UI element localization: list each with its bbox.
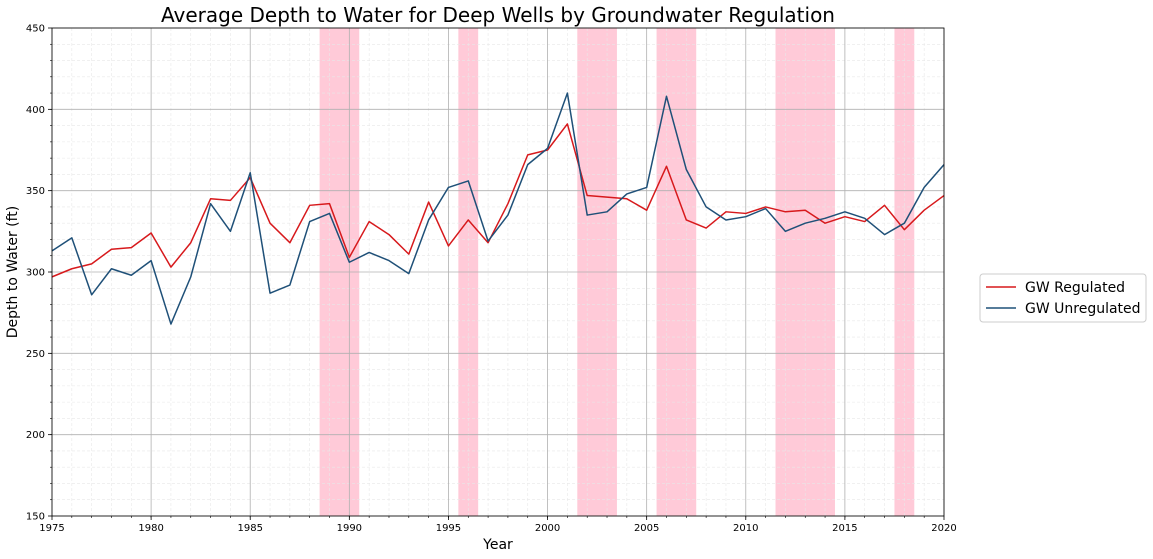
legend-label-gw-regulated: GW Regulated [1025, 280, 1125, 296]
y-tick-label: 200 [26, 430, 45, 441]
x-tick-label: 2000 [535, 523, 560, 534]
legend-box [979, 273, 1147, 323]
x-tick-label: 2010 [733, 523, 758, 534]
legend: GW Regulated GW Unregulated [979, 273, 1147, 323]
x-axis-title: Year [482, 537, 513, 553]
x-tick-label: 1995 [436, 523, 461, 534]
x-tick-label: 2020 [931, 523, 956, 534]
chart-title: Average Depth to Water for Deep Wells by… [161, 3, 835, 27]
x-tick-label: 1990 [337, 523, 362, 534]
y-tick-label: 300 [26, 268, 45, 279]
x-tick-label: 2005 [634, 523, 659, 534]
y-tick-label: 450 [26, 24, 45, 35]
y-tick-label: 150 [26, 512, 45, 523]
y-tick-label: 400 [26, 105, 45, 116]
series-line-0 [51, 123, 945, 278]
x-tick-label: 1975 [39, 523, 64, 534]
x-tick-label: 1980 [138, 523, 163, 534]
data-series [51, 92, 945, 325]
y-tick-label: 250 [26, 349, 45, 360]
y-tick-label: 350 [26, 186, 45, 197]
x-tick-label: 2015 [832, 523, 857, 534]
legend-label-gw-unregulated: GW Unregulated [1025, 301, 1141, 317]
x-tick-label: 1985 [237, 523, 262, 534]
axis-ticks: 1975 1980 1985 1990 1995 2000 2005 2010 2015 2020… [26, 24, 957, 535]
y-axis-title: Depth to Water (ft) [5, 206, 21, 339]
series-line-1 [51, 92, 945, 325]
